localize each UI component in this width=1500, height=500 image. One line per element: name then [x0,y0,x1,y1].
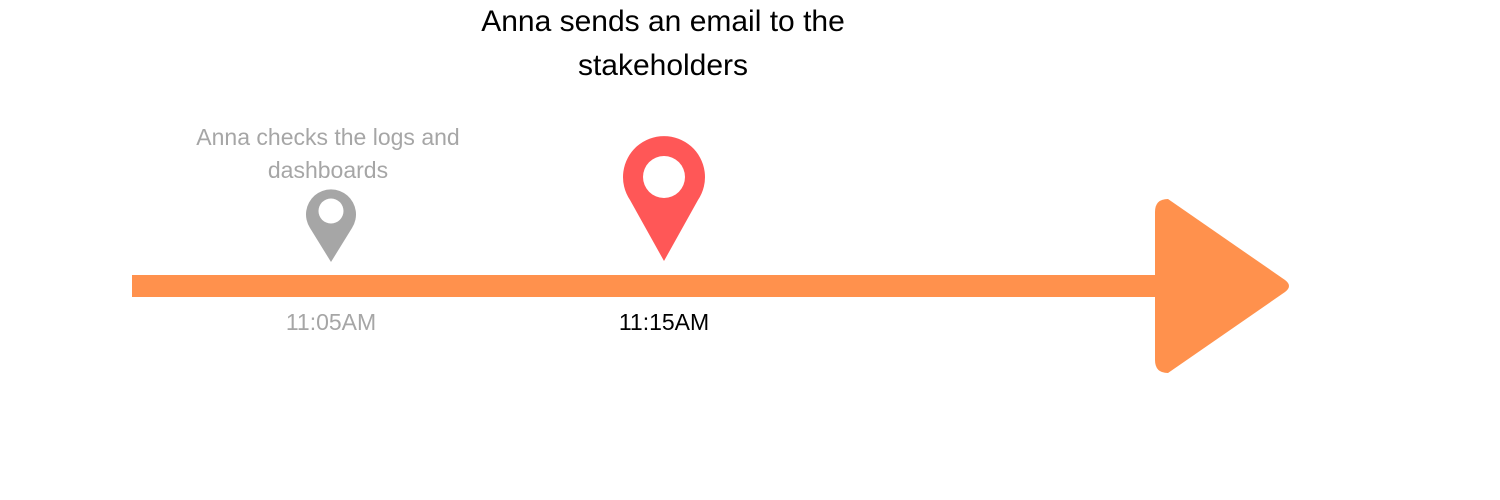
map-pin-icon [623,136,706,261]
map-pin-icon [306,189,357,262]
arrow-right-icon [1155,199,1289,373]
past-event-caption: Anna checks the logs and dashboards [196,124,460,183]
past-event-time: 11:05AM [285,309,377,335]
timeline-bar [132,275,1172,297]
current-event-time: 11:15AM [618,309,710,335]
current-event-caption: Anna sends an email to the stakeholders [481,5,845,82]
